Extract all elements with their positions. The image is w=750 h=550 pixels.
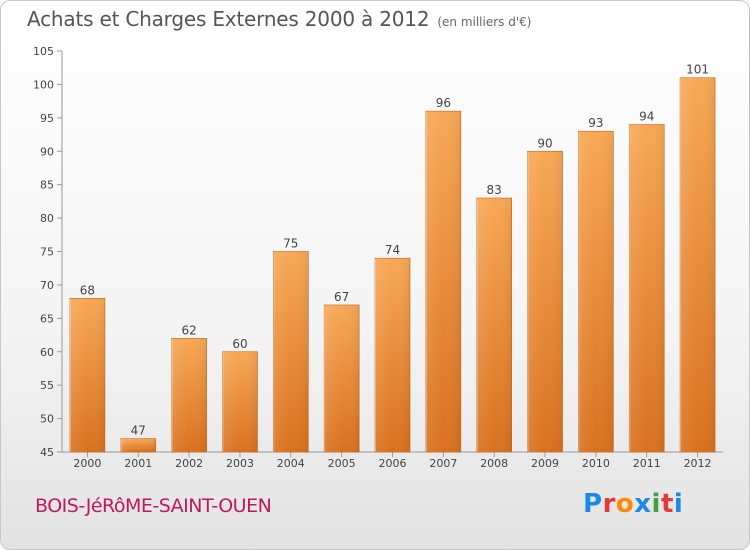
- logo-letter: r: [602, 489, 616, 519]
- data-label: 67: [334, 290, 349, 304]
- x-tick-label: 2006: [379, 457, 407, 470]
- x-tick-label: 2000: [73, 457, 101, 470]
- y-tick-label: 70: [40, 279, 54, 292]
- x-tick-label: 2009: [531, 457, 559, 470]
- bar-shade: [273, 251, 309, 452]
- bar-shade: [324, 304, 360, 452]
- logo-letter: t: [660, 489, 674, 519]
- data-label: 93: [588, 116, 603, 130]
- data-label: 74: [385, 243, 400, 257]
- bar-shade: [425, 111, 461, 453]
- data-label: 90: [537, 136, 552, 150]
- bar-shade: [578, 131, 614, 452]
- data-label: 62: [181, 323, 196, 337]
- data-label: 83: [487, 183, 502, 197]
- x-tick-label: 2003: [226, 457, 254, 470]
- x-tick-label: 2010: [582, 457, 610, 470]
- data-label: 47: [131, 424, 146, 438]
- logo-letter: i: [651, 489, 661, 519]
- bar-shade: [375, 258, 410, 452]
- y-tick-label: 45: [40, 446, 54, 459]
- x-tick-label: 2012: [684, 457, 712, 470]
- data-label: 101: [686, 63, 709, 77]
- x-tick-label: 2008: [480, 457, 508, 470]
- y-tick-label: 50: [40, 413, 54, 426]
- bar-shade: [69, 298, 105, 452]
- bar-shade: [680, 77, 716, 452]
- x-tick-label: 2002: [175, 457, 203, 470]
- chart-title-text: Achats et Charges Externes 2000 à 2012: [27, 7, 430, 31]
- logo-letter: P: [583, 489, 603, 519]
- logo-letter: i: [673, 489, 684, 519]
- x-tick-label: 2001: [124, 457, 152, 470]
- y-tick-label: 55: [40, 379, 54, 392]
- y-tick-label: 85: [40, 179, 54, 192]
- y-tick-label: 65: [40, 312, 54, 325]
- bar-shade: [476, 198, 512, 452]
- bar-shade: [527, 151, 563, 452]
- data-label: 75: [283, 237, 298, 251]
- data-label: 96: [436, 96, 451, 110]
- x-tick-label: 2011: [633, 457, 661, 470]
- data-label: 60: [232, 337, 247, 351]
- logo-letter: o: [615, 489, 635, 519]
- y-tick-label: 90: [40, 145, 54, 158]
- y-tick-label: 75: [40, 246, 54, 259]
- chart-title: Achats et Charges Externes 2000 à 2012 (e…: [27, 7, 531, 31]
- y-tick-label: 105: [33, 45, 54, 58]
- y-tick-label: 60: [40, 346, 54, 359]
- x-tick-label: 2005: [328, 457, 356, 470]
- proxiti-logo: Proxiti: [583, 489, 683, 519]
- bar-shade: [629, 124, 665, 453]
- commune-name: BOIS-JéRôME-SAINT-OUEN: [35, 495, 272, 517]
- bar-shade: [222, 351, 258, 452]
- bar-shade: [171, 338, 207, 452]
- y-tick-label: 95: [40, 112, 54, 125]
- x-tick-label: 2007: [429, 457, 457, 470]
- x-tick-label: 2004: [277, 457, 305, 470]
- data-label: 68: [80, 283, 95, 297]
- y-tick-label: 80: [40, 212, 54, 225]
- chart-unit: (en milliers d'€): [437, 15, 532, 29]
- data-label: 94: [639, 110, 654, 124]
- y-tick-label: 100: [33, 78, 54, 91]
- bar-shade: [120, 438, 156, 452]
- logo-letter: x: [634, 489, 652, 519]
